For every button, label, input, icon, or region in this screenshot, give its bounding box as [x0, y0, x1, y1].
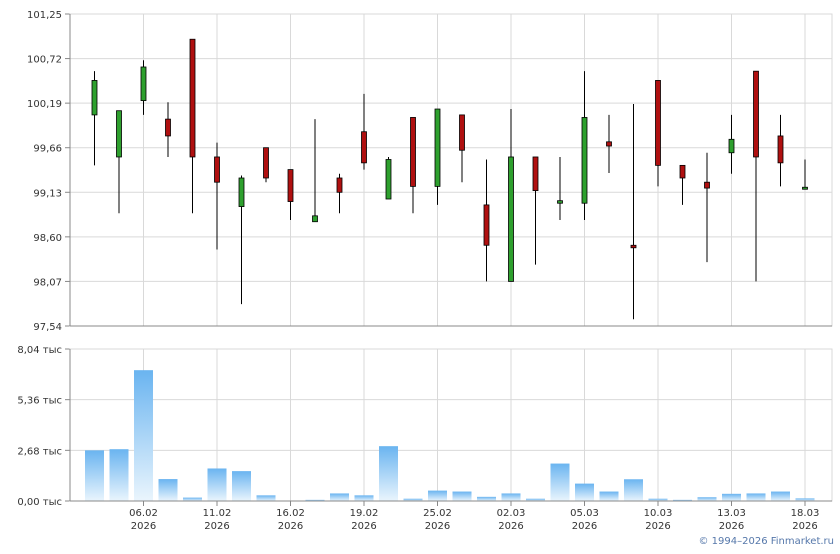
volume-bar [673, 499, 692, 501]
volume-bar [550, 463, 570, 501]
volume-bar [722, 493, 741, 501]
price-y-tick-label: 100,72 [27, 55, 62, 66]
volume-bar [428, 490, 447, 501]
volume-bar [305, 499, 325, 501]
price-y-tick-label: 99,66 [33, 144, 62, 155]
volume-bar [85, 450, 104, 501]
volume-bar [158, 479, 178, 501]
candle-body [116, 110, 122, 158]
candle-body [410, 117, 416, 187]
volume-bar [648, 498, 668, 501]
volume-bar [330, 493, 349, 501]
candle-body [679, 164, 686, 179]
x-tick-date-label: 05.03 [570, 508, 599, 519]
volume-bar [134, 370, 153, 501]
candle-body [483, 204, 490, 246]
candle-body [630, 244, 637, 249]
x-tick-year-label: 2026 [719, 521, 744, 532]
candle-body [434, 108, 441, 187]
x-tick-year-label: 2026 [204, 521, 229, 532]
volume-y-tick-label: 0,00 тыс [17, 497, 62, 508]
x-tick-year-label: 2026 [572, 521, 597, 532]
volume-y-tick-label: 2,68 тыс [17, 446, 62, 457]
volume-bar [599, 491, 619, 501]
volume-bar [109, 449, 129, 501]
candle-body [606, 141, 612, 147]
x-tick-date-label: 16.02 [276, 508, 305, 519]
candle-body [336, 177, 343, 193]
candle-body [777, 135, 784, 164]
price-y-tick-label: 101,25 [27, 10, 62, 21]
candle-body [728, 138, 735, 154]
candle-body [214, 156, 220, 183]
x-tick-year-label: 2026 [131, 521, 156, 532]
volume-y-tick-label: 5,36 тыс [17, 396, 62, 407]
price-y-tick-label: 100,19 [27, 99, 62, 110]
candle-body [459, 114, 465, 151]
candle-body [802, 186, 808, 190]
volume-bar [452, 491, 472, 501]
volume-bar [183, 497, 202, 501]
volume-bar [526, 498, 545, 501]
volume-bar [697, 497, 717, 501]
candle-body [238, 177, 245, 207]
candle-body [508, 156, 514, 282]
volume-bar [771, 491, 790, 501]
price-y-tick-label: 99,13 [33, 188, 62, 199]
volume-bar [232, 471, 251, 501]
volume-bar [575, 483, 594, 501]
volume-bar [477, 496, 496, 501]
x-tick-date-label: 18.03 [791, 508, 820, 519]
x-tick-year-label: 2026 [278, 521, 303, 532]
x-tick-date-label: 06.02 [129, 508, 158, 519]
volume-bar [795, 498, 815, 501]
candle-body [263, 147, 269, 179]
x-tick-date-label: 25.02 [423, 508, 452, 519]
price-panel: 101,25 100,72 100,19 99,66 99,13 98,60 98,07 97… [27, 10, 833, 333]
x-tick-date-label: 11.02 [203, 508, 232, 519]
volume-panel: 8,04 тыс 5,36 тыс 2,68 тыс 0,00 тыс 06.02 202… [17, 345, 833, 532]
candle-body [557, 200, 563, 204]
price-y-tick-label: 97,54 [33, 322, 62, 333]
volume-y-tick-label: 8,04 тыс [17, 345, 62, 356]
price-y-tick-label: 98,07 [33, 277, 62, 288]
volume-bar [746, 493, 766, 501]
x-tick-year-label: 2026 [498, 521, 523, 532]
x-tick-date-label: 02.03 [497, 508, 526, 519]
candle-body [385, 159, 392, 200]
copyright-credit[interactable]: © 1994–2026 Finmarket.ru [698, 536, 834, 547]
volume-bar [256, 495, 276, 501]
x-tick-date-label: 19.02 [350, 508, 379, 519]
price-plot-frame [69, 13, 833, 327]
volume-plot-frame [69, 348, 833, 502]
x-tick-date-label: 10.03 [644, 508, 673, 519]
x-tick-date-label: 13.03 [717, 508, 746, 519]
candle-body [704, 181, 710, 189]
candle-body [655, 80, 661, 166]
candle-body [91, 80, 98, 116]
candle-body [140, 66, 147, 102]
candle-body [165, 118, 171, 137]
candle-body [189, 38, 196, 158]
candle-body [753, 70, 759, 158]
volume-bar [624, 479, 643, 501]
price-y-tick-label: 98,60 [33, 233, 62, 244]
candle-body [287, 169, 294, 202]
volume-bar [354, 495, 374, 501]
x-tick-year-label: 2026 [645, 521, 670, 532]
volume-bar [403, 498, 423, 501]
candle-body [581, 117, 588, 204]
x-tick-year-label: 2026 [425, 521, 450, 532]
volume-bar [501, 493, 521, 501]
candle-body [532, 156, 539, 192]
volume-bar [379, 446, 398, 501]
x-tick-year-label: 2026 [351, 521, 376, 532]
candle-body [361, 131, 367, 164]
volume-bar [207, 468, 227, 501]
x-tick-year-label: 2026 [792, 521, 817, 532]
candle-body [312, 215, 318, 223]
